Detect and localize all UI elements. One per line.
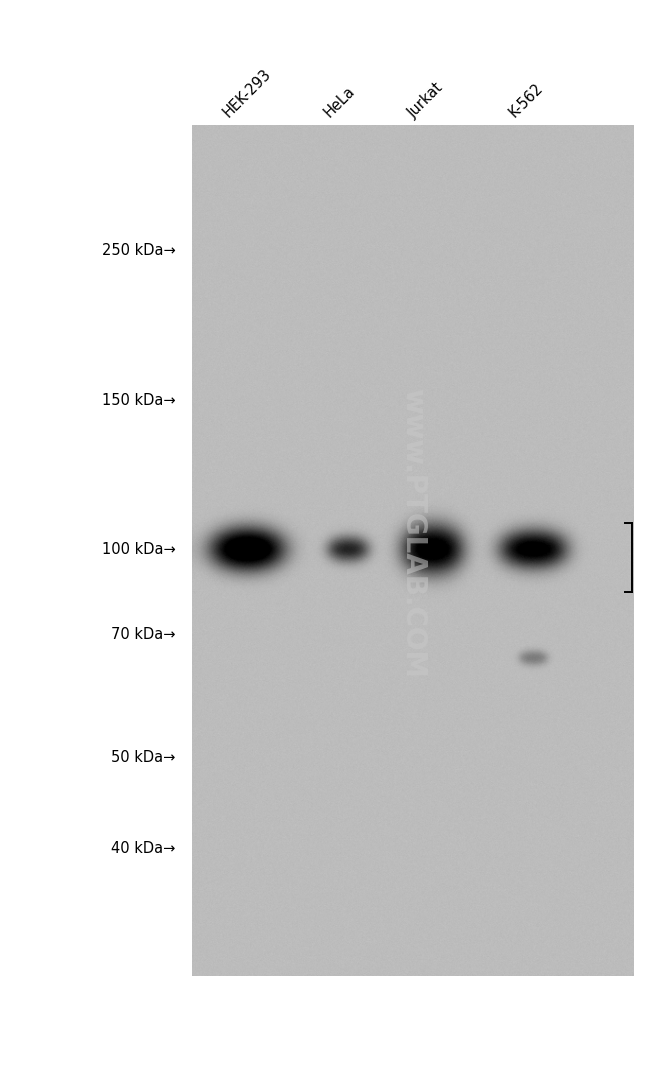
Text: K-562: K-562	[506, 81, 546, 121]
Text: HeLa: HeLa	[321, 84, 358, 121]
Text: 40 kDa→: 40 kDa→	[111, 841, 176, 856]
Text: www.PTGLAB.COM: www.PTGLAB.COM	[398, 388, 427, 679]
Text: Jurkat: Jurkat	[406, 80, 447, 121]
Text: HEK-293: HEK-293	[220, 67, 274, 121]
Text: 250 kDa→: 250 kDa→	[102, 243, 176, 258]
Text: 50 kDa→: 50 kDa→	[111, 750, 176, 765]
Text: 100 kDa→: 100 kDa→	[102, 542, 176, 557]
Text: 70 kDa→: 70 kDa→	[111, 627, 176, 642]
Text: 150 kDa→: 150 kDa→	[102, 393, 176, 408]
